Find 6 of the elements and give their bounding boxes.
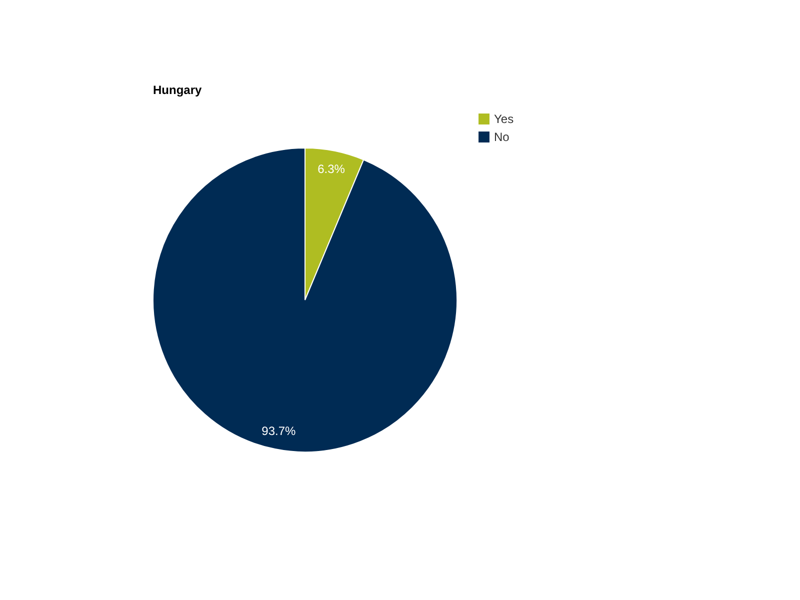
data-label: 6.3% [318,162,346,176]
pie-slice [152,148,458,452]
chart-title: Hungary [153,83,202,97]
data-label: 93.7% [262,424,296,438]
legend-label: No [494,130,510,144]
legend-label: Yes [494,112,514,126]
